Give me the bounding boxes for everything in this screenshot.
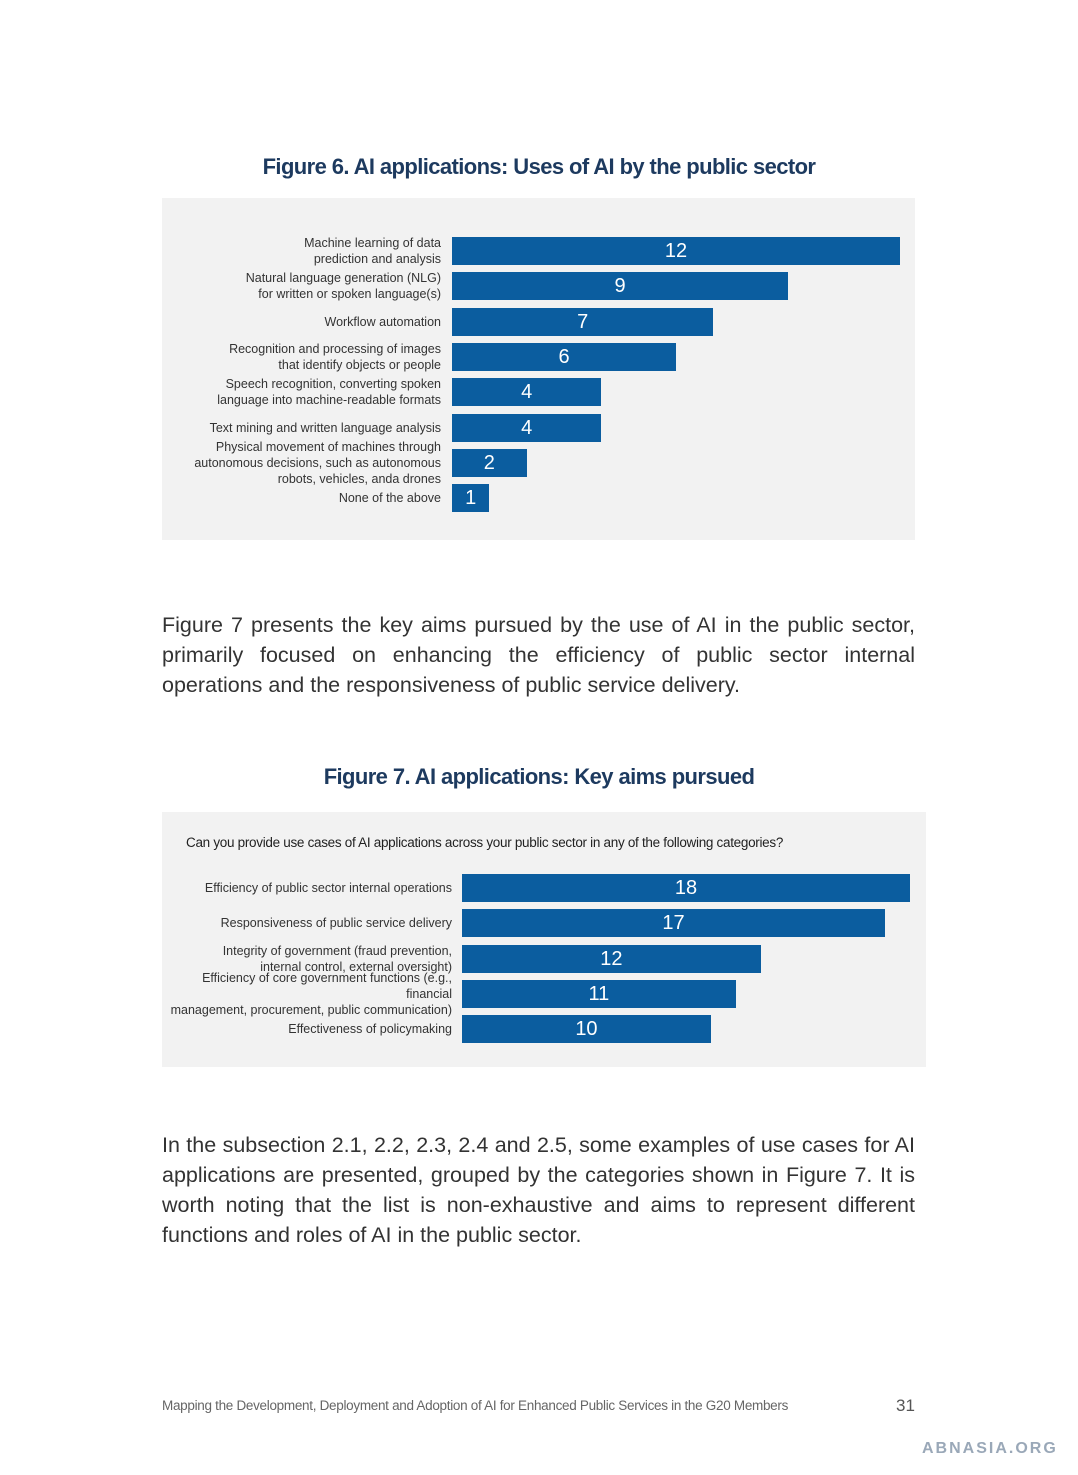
bar: [452, 448, 527, 477]
bar: [452, 413, 602, 442]
category-label: Machine learning of data prediction and …: [304, 236, 441, 266]
bar: [462, 874, 910, 902]
bar: [452, 237, 900, 265]
category-label: Integrity of government (fraud preventio…: [222, 943, 452, 974]
category-label: Responsiveness of public service deliver…: [220, 916, 452, 931]
bar: [452, 484, 490, 513]
value-label: 2: [483, 451, 495, 474]
chart-panel: Machine learning of data prediction and …: [162, 198, 915, 540]
category-label: Text mining and written language analysi…: [209, 420, 441, 435]
category-label: Natural language generation (NLG) for wr…: [245, 271, 441, 302]
value-label: 6: [558, 345, 570, 368]
bar: [452, 272, 788, 301]
category-label: Efficiency of core government functions …: [170, 970, 452, 1017]
chart-panel: Can you provide use cases of AI applicat…: [162, 812, 926, 1067]
category-label: Recognition and processing of images tha…: [229, 341, 441, 372]
bar: [462, 1015, 711, 1044]
category-label: Physical movement of machines through au…: [194, 439, 441, 486]
bar: [452, 307, 714, 336]
value-label: 7: [577, 310, 589, 333]
value-label: 4: [521, 381, 533, 404]
category-label: Effectiveness of policymaking: [288, 1022, 452, 1037]
figure-title: Figure 7. AI applications: Key aims purs…: [323, 764, 755, 789]
value-label: 9: [614, 275, 626, 298]
category-label: None of the above: [338, 491, 441, 506]
value-label: 12: [664, 240, 688, 262]
bar: [452, 342, 676, 371]
paragraph: In the subsection 2.1, 2.2, 2.3, 2.4 and…: [162, 1133, 915, 1247]
bar: [462, 944, 761, 973]
figure-title: Figure 6. AI applications: Uses of AI by…: [262, 154, 816, 179]
value-label: 10: [575, 1018, 598, 1041]
value-label: 18: [674, 877, 698, 899]
value-label: 11: [588, 982, 610, 1005]
paragraph: Figure 7 presents the key aims pursued b…: [162, 613, 915, 697]
category-label: Workflow automation: [324, 314, 442, 329]
category-label: Speech recognition, converting spoken la…: [217, 377, 441, 408]
value-label: 4: [521, 416, 533, 439]
value-label: 1: [465, 487, 477, 510]
chart-subtitle: Can you provide use cases of AI applicat…: [186, 835, 784, 850]
category-label: Efficiency of public sector internal ope…: [204, 881, 452, 895]
value-label: 12: [600, 947, 623, 970]
footer-text: Mapping the Development, Deployment and …: [162, 1398, 789, 1413]
bar: [462, 979, 736, 1008]
bar: [462, 909, 886, 938]
watermark: ABNASIA.ORG: [922, 1440, 1058, 1457]
value-label: 17: [662, 912, 685, 935]
page-number: 31: [896, 1396, 915, 1415]
bar: [452, 378, 602, 407]
